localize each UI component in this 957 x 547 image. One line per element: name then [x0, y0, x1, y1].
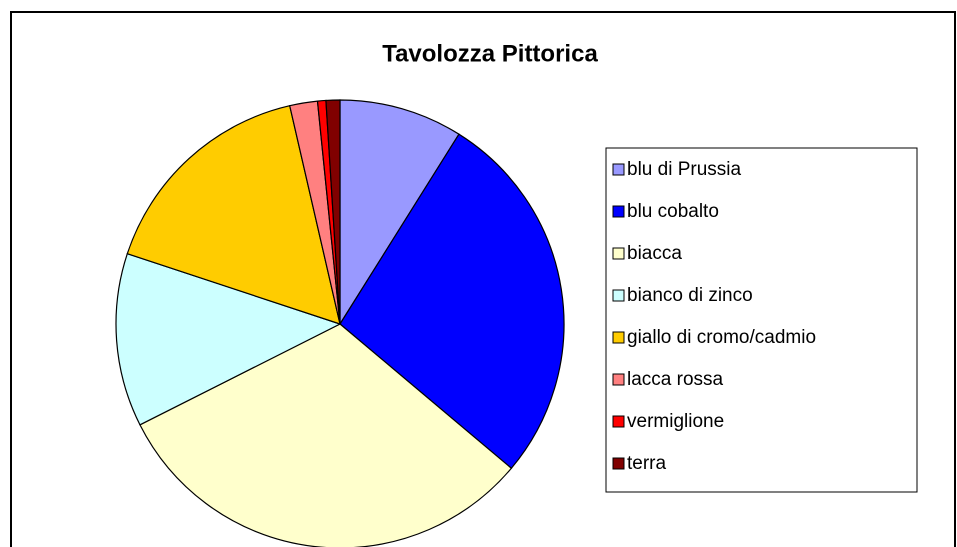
legend-label: lacca rossa — [627, 369, 724, 390]
pie-slice — [325, 99, 341, 325]
pie-slice — [339, 133, 565, 470]
pie-slice — [115, 252, 342, 426]
legend-swatch — [612, 457, 625, 470]
legend-label: blu cobalto — [627, 201, 719, 222]
legend-label: bianco di zinco — [627, 285, 753, 306]
pie-slice — [139, 323, 513, 547]
legend-swatch — [612, 331, 625, 344]
legend-label: giallo di cromo/cadmio — [627, 327, 816, 348]
pie-slice — [126, 104, 341, 325]
legend-box — [605, 147, 918, 493]
pie-slice — [339, 99, 460, 327]
legend-swatch — [612, 163, 625, 176]
legend-label: biacca — [627, 243, 682, 264]
legend-swatch — [612, 205, 625, 218]
legend-label: blu di Prussia — [627, 159, 741, 180]
legend-label: vermiglione — [627, 411, 724, 432]
legend-swatch — [612, 289, 625, 302]
chart-title: Tavolozza Pittorica — [382, 40, 598, 67]
legend-swatch — [612, 247, 625, 260]
legend-swatch — [612, 373, 625, 386]
legend-label: terra — [627, 453, 667, 474]
legend-swatch — [612, 415, 625, 428]
